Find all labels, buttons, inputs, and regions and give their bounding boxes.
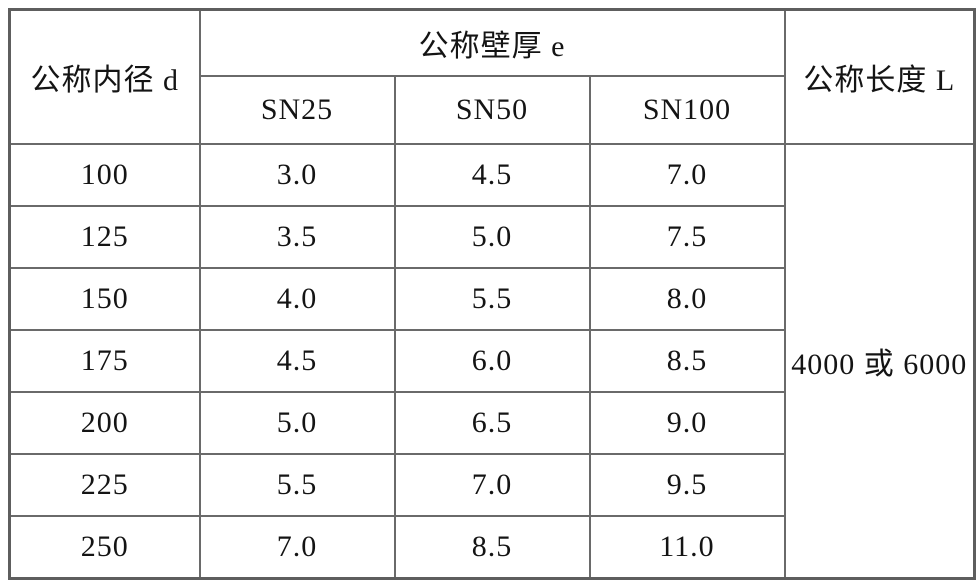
cell-sn25: 3.5 — [198, 205, 396, 269]
header-sn50: SN50 — [393, 75, 591, 145]
cell-diameter: 250 — [8, 515, 201, 580]
cell-sn25: 5.0 — [198, 391, 396, 455]
cell-sn100: 8.0 — [588, 267, 786, 331]
table-row: 150 4.0 5.5 8.0 — [8, 267, 975, 331]
cell-sn100: 8.5 — [588, 329, 786, 393]
table-row: 100 3.0 4.5 7.0 4000 或 6000 — [8, 143, 976, 580]
header-wall-thickness-group: 公称壁厚 e — [198, 8, 786, 77]
header-sn100: SN100 — [588, 75, 786, 145]
cell-sn100: 9.0 — [588, 391, 786, 455]
cell-diameter: 225 — [8, 453, 201, 517]
cell-sn100: 7.0 — [588, 143, 786, 207]
header-row-top: 公称内径 d 公称壁厚 e 公称长度 L — [8, 8, 976, 145]
cell-sn25: 4.5 — [198, 329, 396, 393]
cell-diameter: 200 — [8, 391, 201, 455]
cell-sn25: 5.5 — [198, 453, 396, 517]
table-row: 175 4.5 6.0 8.5 — [8, 329, 975, 393]
cell-diameter: 100 — [8, 143, 201, 207]
cell-sn50: 4.5 — [393, 143, 591, 207]
header-length: 公称长度 L — [783, 8, 976, 145]
cell-sn50: 6.0 — [393, 329, 591, 393]
cell-diameter: 175 — [8, 329, 201, 393]
cell-sn25: 3.0 — [198, 143, 396, 207]
cell-sn50: 8.5 — [393, 515, 591, 580]
cell-sn100: 9.5 — [588, 453, 786, 517]
cell-diameter: 150 — [8, 267, 201, 331]
cell-sn25: 4.0 — [198, 267, 396, 331]
header-row-sn: SN25 SN50 SN100 — [10, 75, 975, 145]
header-sn25: SN25 — [198, 75, 396, 145]
table-row: 125 3.5 5.0 7.5 — [8, 205, 975, 269]
table-row: 250 7.0 8.5 11.0 — [8, 515, 975, 580]
table-row: 200 5.0 6.5 9.0 — [8, 391, 975, 455]
cell-sn100: 11.0 — [588, 515, 786, 580]
pipe-dimension-table: 公称内径 d 公称壁厚 e 公称长度 L SN25 SN50 SN100 100… — [8, 8, 976, 580]
cell-sn50: 5.0 — [393, 205, 591, 269]
cell-sn100: 7.5 — [588, 205, 786, 269]
cell-sn50: 7.0 — [393, 453, 591, 517]
cell-length-value: 4000 或 6000 — [783, 143, 976, 580]
header-inner-diameter: 公称内径 d — [8, 8, 201, 145]
cell-sn50: 6.5 — [393, 391, 591, 455]
cell-sn50: 5.5 — [393, 267, 591, 331]
cell-diameter: 125 — [8, 205, 201, 269]
cell-sn25: 7.0 — [198, 515, 396, 580]
table-row: 225 5.5 7.0 9.5 — [8, 453, 975, 517]
